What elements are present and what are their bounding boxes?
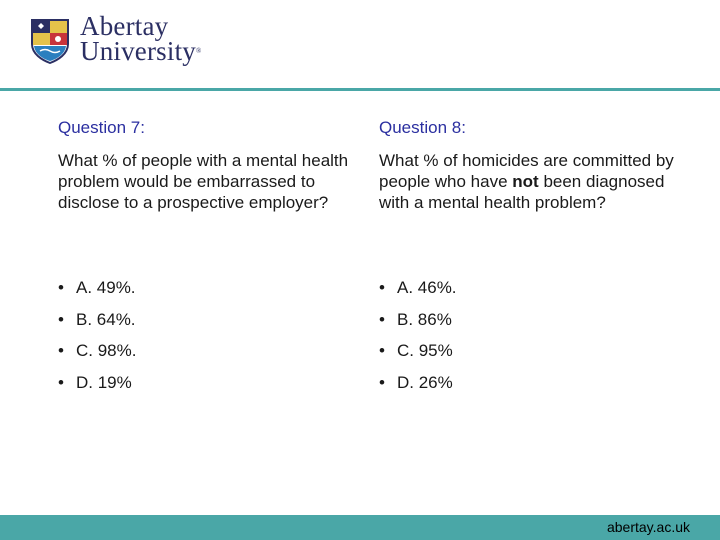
option-text: B. 64%. [76, 309, 136, 329]
question-7-column: Question 7: What % of people with a ment… [58, 118, 358, 392]
bullet: • [58, 341, 64, 360]
option-item: • C. 95% [379, 341, 457, 373]
question-8-text-end: been diagnosed with a mental health prob… [379, 172, 665, 212]
bullet: • [58, 372, 64, 392]
question-8-options: • A. 46%. • B. 86% • C. 95% • D. 26% [379, 278, 457, 404]
bullet: • [379, 372, 385, 392]
question-8-column: Question 8: What % of homicides are comm… [379, 118, 689, 392]
option-item: • A. 49%. [58, 278, 136, 310]
option-item: • D. 19% [58, 373, 136, 405]
bullet: • [379, 278, 385, 297]
bullet: • [58, 278, 64, 297]
option-item: • B. 86% [379, 310, 457, 342]
bullet: • [379, 309, 385, 329]
logo-wordmark: Abertay University® [80, 11, 202, 66]
question-8-text-start: What % of homicides are committed by peo… [379, 151, 674, 191]
registered-mark: ® [196, 47, 202, 55]
option-text: A. 46%. [397, 278, 457, 297]
option-item: • D. 26% [379, 373, 457, 405]
question-7-options: • A. 49%. • B. 64%. • C. 98%. • D. 19% [58, 278, 136, 404]
header: Abertay University® [0, 0, 720, 88]
bullet: • [379, 341, 385, 360]
question-7-text: What % of people with a mental health pr… [58, 151, 349, 212]
option-item: • A. 46%. [379, 278, 457, 310]
question-8-heading: Question 8: [379, 118, 466, 137]
question-8-text: What % of homicides are committed by peo… [379, 150, 689, 213]
question-8-text-emphasis: not [512, 172, 539, 191]
footer-url[interactable]: abertay.ac.uk [606, 519, 690, 535]
logo-university-text: University [80, 36, 196, 66]
option-text: C. 95% [397, 341, 453, 360]
option-text: A. 49%. [76, 278, 136, 297]
option-text: B. 86% [397, 309, 452, 329]
header-divider [0, 88, 720, 91]
option-item: • B. 64%. [58, 310, 136, 342]
university-crest-icon [31, 19, 69, 64]
option-text: C. 98%. [76, 341, 137, 360]
option-text: D. 19% [76, 372, 132, 392]
logo-line-abertay: Abertay [80, 11, 169, 41]
bullet: • [58, 309, 64, 329]
option-item: • C. 98%. [58, 341, 136, 373]
option-text: D. 26% [397, 372, 453, 392]
logo-line-university: University® [80, 36, 202, 66]
question-7-heading: Question 7: [58, 118, 145, 137]
footer-bar: abertay.ac.uk [0, 515, 720, 540]
